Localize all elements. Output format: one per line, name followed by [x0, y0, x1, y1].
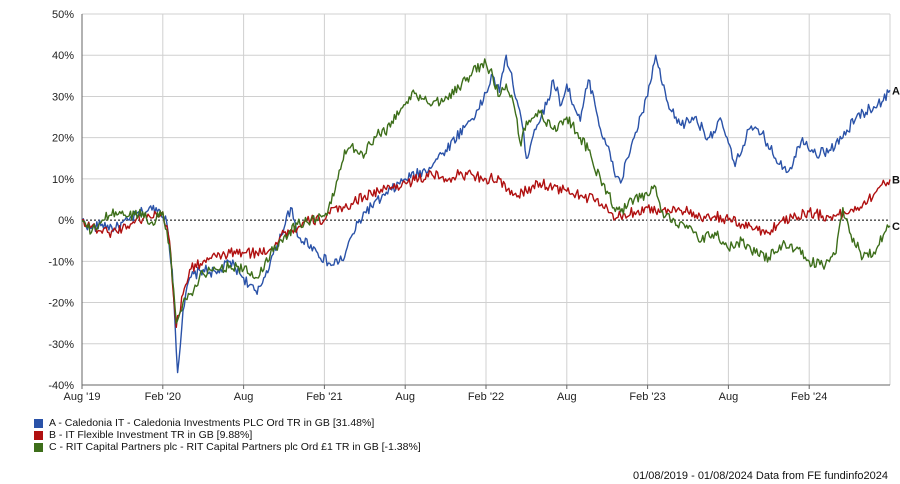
y-tick-label: -20%: [48, 298, 74, 310]
date-range-footer: 01/08/2019 - 01/08/2024 Data from FE fun…: [632, 470, 888, 482]
end-label-a: A: [892, 85, 900, 97]
series-line-b: [81, 169, 891, 328]
y-tick-label: 40%: [52, 50, 74, 62]
x-tick-label: Feb '20: [145, 391, 181, 403]
series-layer: [81, 54, 891, 374]
x-tick-label: Feb '21: [306, 391, 342, 403]
legend-label-c: C - RIT Capital Partners plc - RIT Capit…: [49, 441, 421, 453]
x-tick-label: Feb '22: [468, 391, 504, 403]
x-tick-label: Aug: [395, 391, 415, 403]
y-tick-label: -10%: [48, 256, 74, 268]
x-tick-label: Aug: [234, 391, 254, 403]
x-tick-label: Feb '23: [629, 391, 665, 403]
legend-swatch-b: [34, 430, 43, 440]
legend-item-b: B - IT Flexible Investment TR in GB [9.8…: [34, 429, 421, 441]
x-tick-label: Aug: [719, 391, 739, 403]
y-tick-label: 0%: [58, 215, 74, 227]
legend-item-a: A - Caledonia IT - Caledonia Investments…: [34, 417, 421, 429]
end-labels: A B C: [892, 85, 900, 232]
grid: [81, 13, 891, 386]
legend-swatch-c: [34, 442, 43, 452]
legend: A - Caledonia IT - Caledonia Investments…: [34, 417, 421, 453]
y-tick-label: -40%: [48, 380, 74, 392]
legend-item-c: C - RIT Capital Partners plc - RIT Capit…: [34, 441, 421, 453]
y-tick-label: 20%: [52, 133, 74, 145]
line-chart: 50% 40% 30% 20% 10% 0% -10% -20% -30% -40%Aug '19…: [48, 9, 900, 403]
series-line-a: [81, 54, 891, 374]
y-tick-label: -30%: [48, 339, 74, 351]
end-label-b: B: [892, 174, 900, 186]
legend-label-b: B - IT Flexible Investment TR in GB [9.8…: [49, 429, 253, 441]
y-tick-label: 30%: [52, 91, 74, 103]
end-label-c: C: [892, 221, 900, 233]
axes: 50% 40% 30% 20% 10% 0% -10% -20% -30% -40%Aug '19…: [48, 9, 890, 403]
x-tick-label: Aug: [557, 391, 577, 403]
x-tick-label: Aug '19: [64, 391, 101, 403]
series-line-c: [81, 58, 891, 324]
x-tick-label: Feb '24: [791, 391, 827, 403]
legend-swatch-a: [34, 418, 43, 428]
y-tick-label: 10%: [52, 174, 74, 186]
legend-label-a: A - Caledonia IT - Caledonia Investments…: [49, 417, 375, 429]
y-tick-label: 50%: [52, 9, 74, 21]
